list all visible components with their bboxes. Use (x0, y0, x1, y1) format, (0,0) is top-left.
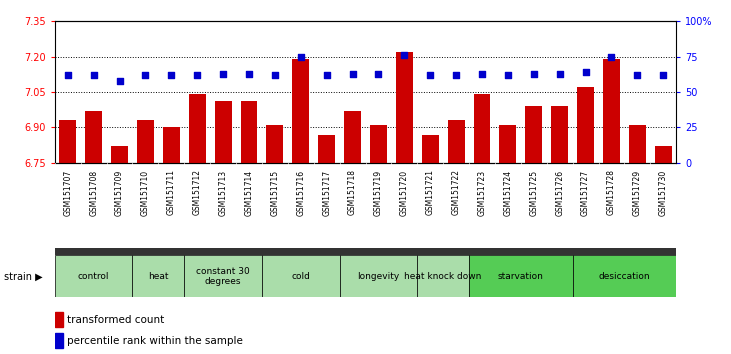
Bar (137, 120, 154, 163)
Text: constant 30
degrees: constant 30 degrees (196, 267, 250, 286)
Bar (267, 125, 284, 163)
Point (114, 78, 126, 84)
Text: cold: cold (292, 272, 310, 281)
Text: GSM151721: GSM151721 (425, 170, 435, 216)
Text: GSM151728: GSM151728 (607, 170, 616, 216)
Bar (318, 135, 335, 163)
Bar (629, 125, 645, 163)
Text: GSM151727: GSM151727 (581, 170, 590, 216)
Text: starvation: starvation (498, 272, 544, 281)
Bar (132, 255, 184, 297)
Bar (189, 95, 205, 163)
Text: GSM151710: GSM151710 (141, 170, 150, 216)
Bar (55, 333, 63, 348)
Point (528, 71, 539, 76)
Point (140, 72, 151, 78)
Text: heat: heat (148, 272, 169, 281)
Bar (111, 146, 128, 163)
Point (398, 52, 410, 58)
Point (192, 72, 203, 78)
Bar (417, 255, 469, 297)
Point (165, 72, 177, 78)
Point (88, 72, 99, 78)
Point (605, 54, 617, 59)
Text: GSM151722: GSM151722 (452, 170, 461, 216)
Text: percentile rank within the sample: percentile rank within the sample (67, 336, 243, 346)
Bar (215, 102, 232, 163)
Text: longevity: longevity (357, 272, 400, 281)
Bar (655, 146, 672, 163)
Bar (551, 106, 568, 163)
Point (425, 72, 436, 78)
Text: heat knock down: heat knock down (404, 272, 482, 281)
Text: GSM151725: GSM151725 (529, 170, 538, 216)
Text: GSM151723: GSM151723 (477, 170, 487, 216)
Point (217, 71, 229, 76)
Text: GSM151716: GSM151716 (296, 170, 306, 216)
Text: GSM151719: GSM151719 (374, 170, 383, 216)
Text: GSM151714: GSM151714 (244, 170, 254, 216)
Bar (184, 255, 262, 297)
Bar (370, 125, 387, 163)
Text: strain ▶: strain ▶ (4, 272, 42, 281)
Bar (603, 59, 620, 163)
Bar (526, 106, 542, 163)
Bar (86, 111, 102, 163)
Text: GSM151730: GSM151730 (659, 170, 667, 216)
Point (243, 71, 255, 76)
Text: GSM151712: GSM151712 (193, 170, 202, 216)
Point (580, 69, 591, 75)
Bar (163, 127, 180, 163)
Bar (292, 59, 309, 163)
Point (269, 72, 281, 78)
Text: GSM151707: GSM151707 (64, 170, 72, 216)
Bar (474, 95, 491, 163)
Bar (344, 111, 361, 163)
Text: GSM151729: GSM151729 (633, 170, 642, 216)
Text: GSM151726: GSM151726 (555, 170, 564, 216)
Point (450, 72, 462, 78)
Bar (422, 135, 439, 163)
Text: GSM151724: GSM151724 (504, 170, 512, 216)
Bar (55, 255, 132, 297)
Bar (240, 102, 257, 163)
Point (321, 72, 333, 78)
Point (62, 72, 74, 78)
Text: transformed count: transformed count (67, 315, 164, 325)
Text: GSM151708: GSM151708 (89, 170, 98, 216)
Bar (55, 312, 63, 327)
Bar (55, 248, 676, 255)
Text: GSM151717: GSM151717 (322, 170, 331, 216)
Text: GSM151713: GSM151713 (219, 170, 227, 216)
Bar (340, 255, 417, 297)
Bar (572, 255, 676, 297)
Bar (469, 255, 572, 297)
Point (373, 71, 385, 76)
Point (346, 71, 358, 76)
Text: desiccation: desiccation (599, 272, 650, 281)
Point (632, 72, 643, 78)
Bar (59, 120, 76, 163)
Point (476, 71, 488, 76)
Point (295, 54, 306, 59)
Bar (447, 120, 464, 163)
Text: GSM151715: GSM151715 (270, 170, 279, 216)
Bar (396, 52, 413, 163)
Text: GSM151718: GSM151718 (348, 170, 357, 216)
Text: GSM151709: GSM151709 (115, 170, 124, 216)
Point (554, 71, 566, 76)
Text: control: control (78, 272, 110, 281)
Point (657, 72, 669, 78)
Point (502, 72, 514, 78)
Bar (577, 87, 594, 163)
Bar (499, 125, 516, 163)
Bar (262, 255, 340, 297)
Text: GSM151711: GSM151711 (167, 170, 176, 216)
Text: GSM151720: GSM151720 (400, 170, 409, 216)
